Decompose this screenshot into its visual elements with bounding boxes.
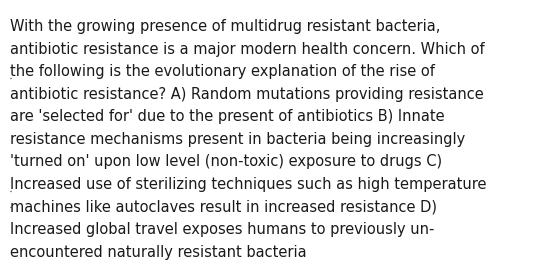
- Text: antibiotic resistance? A) Random mutations providing resistance: antibiotic resistance? A) Random mutatio…: [10, 87, 484, 102]
- Text: encountered naturally resistant bacteria: encountered naturally resistant bacteria: [10, 245, 307, 260]
- Text: Increased global travel exposes humans to previously un-: Increased global travel exposes humans t…: [10, 222, 435, 237]
- Text: resistance mechanisms present in bacteria being increasingly: resistance mechanisms present in bacteri…: [10, 132, 465, 147]
- Text: machines like autoclaves result in increased resistance D): machines like autoclaves result in incre…: [10, 200, 437, 215]
- Text: are 'selected for' due to the present of antibiotics B) Innate: are 'selected for' due to the present of…: [10, 109, 445, 124]
- Text: 'turned on' upon low level (non-toxic) exposure to drugs C): 'turned on' upon low level (non-toxic) e…: [10, 154, 442, 169]
- Text: With the growing presence of multidrug resistant bacteria,: With the growing presence of multidrug r…: [10, 19, 440, 34]
- Text: antibiotic resistance is a major modern health concern. Which of: antibiotic resistance is a major modern …: [10, 42, 485, 57]
- Text: the following is the evolutionary explanation of the rise of: the following is the evolutionary explan…: [10, 64, 435, 79]
- Text: Increased use of sterilizing techniques such as high temperature: Increased use of sterilizing techniques …: [10, 177, 487, 192]
